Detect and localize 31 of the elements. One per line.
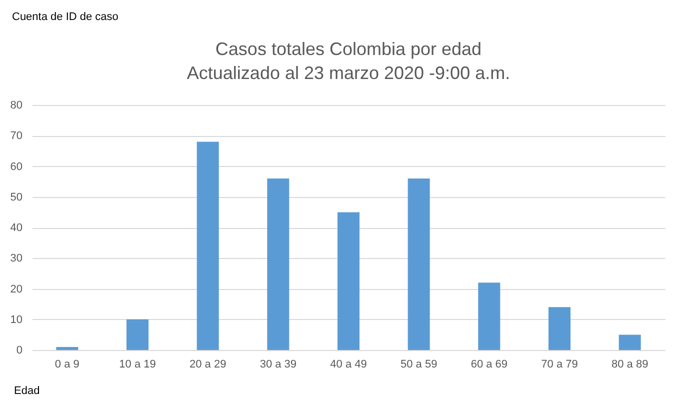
text: Cuenta de ID de caso [12, 11, 118, 23]
bar [126, 319, 149, 350]
bar [56, 346, 78, 350]
bar [618, 334, 641, 350]
chart-subtitle: Actualizado al 23 marzo 2020 -9:00 a.m. [186, 63, 510, 83]
bar [267, 178, 290, 350]
y-tick-label: 70 [10, 130, 22, 142]
bar [196, 142, 219, 350]
chart-title: Casos totales Colombia por edad [215, 39, 482, 59]
y-tick-label: 60 [10, 160, 22, 173]
x-tick-label: 80 a 89 [611, 358, 648, 370]
y-tick-label: 10 [10, 314, 22, 326]
bar [548, 307, 571, 350]
bar [478, 282, 500, 350]
x-tick-label: 70 a 79 [541, 358, 578, 370]
x-tick-label: 30 a 39 [260, 358, 297, 370]
y-tick-label: 80 [10, 100, 22, 112]
x-tick-label: 20 a 29 [189, 358, 226, 370]
x-tick-label: 0 a 9 [54, 358, 80, 370]
x-tick-label: 10 a 19 [119, 358, 156, 370]
x-axis-title: Edad [14, 385, 40, 397]
x-tick-label: 50 a 59 [400, 358, 438, 370]
bar [408, 178, 430, 350]
y-tick-label: 40 [10, 222, 22, 234]
x-tick-label: 40 a 49 [330, 358, 367, 370]
y-tick-label: 30 [10, 252, 22, 265]
y-tick-label: 0 [16, 344, 22, 356]
y-tick-label: 20 [10, 283, 22, 296]
bar [337, 212, 360, 350]
x-tick-label: 60 a 69 [470, 358, 508, 370]
y-tick-label: 50 [10, 191, 22, 204]
